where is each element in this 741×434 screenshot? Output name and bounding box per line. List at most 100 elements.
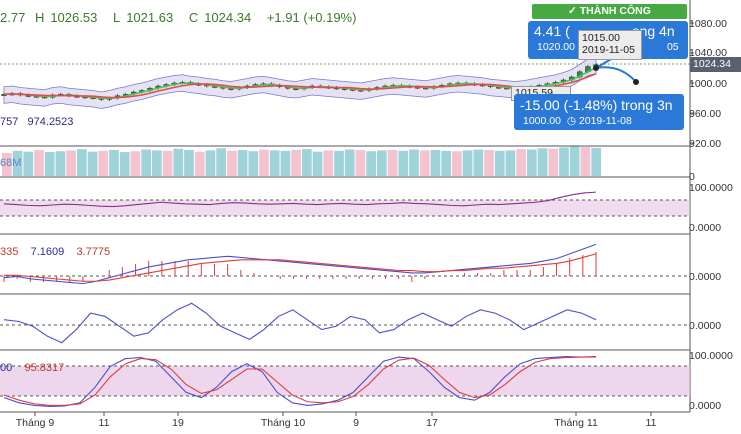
volume-bar	[77, 149, 87, 176]
volume-bar	[173, 148, 184, 176]
close-label: C	[188, 10, 199, 25]
stoch-legend: 00 95.8317	[0, 362, 64, 374]
macd-legend: 335 7.1609 3.7775	[0, 246, 110, 258]
status-badge: ✓ THÀNH CÔNG	[532, 4, 687, 19]
volume-bar	[580, 147, 591, 176]
volume-bar	[227, 150, 237, 176]
projection-origin-dot	[593, 65, 599, 71]
volume-bar	[559, 147, 569, 176]
cci-axis-label: 0.0000	[689, 320, 722, 332]
low-value: 1021.63	[126, 10, 174, 25]
volume-bar	[387, 149, 398, 176]
tooltip-date: 2019-11-05	[582, 44, 635, 56]
ma-line	[3, 72, 597, 99]
price-axis-label: 1080.00	[689, 18, 727, 30]
macd-line	[3, 243, 597, 285]
ohlc-legend: 2.77 H 1026.53 L 1021.63 C 1024.34 +1.91 (+…	[0, 10, 362, 25]
projection-up-price: 1020.00 05	[537, 41, 679, 53]
volume-bar	[87, 151, 98, 176]
volume-bar	[591, 147, 601, 176]
rsi-line	[3, 191, 597, 208]
high-value: 1026.53	[50, 10, 98, 25]
volume-bar	[323, 150, 334, 176]
stoch-legend-v1: 00	[0, 362, 13, 374]
volume-legend: 68M	[0, 157, 22, 169]
macd-legend-v1: 335	[0, 246, 19, 258]
rsi-axis-label: 100.0000	[689, 182, 733, 194]
close-value: 1024.34	[204, 10, 252, 25]
volume-bar	[237, 149, 248, 176]
volume-bar	[334, 150, 344, 176]
volume-bar	[355, 149, 366, 176]
stochastic-panel	[0, 355, 690, 407]
volume-bar	[516, 149, 526, 176]
price-tooltip: 1015.00 2019-11-05	[578, 30, 642, 60]
bb-legend-v1: 757	[0, 116, 19, 128]
stoch-band	[0, 366, 690, 396]
volume-bar	[312, 151, 323, 176]
macd-legend-v2: 7.1609	[30, 246, 65, 258]
volume-bar	[494, 150, 505, 176]
price-axis-label: 960.00	[689, 108, 722, 120]
tooltip-price: 1015.00	[582, 32, 620, 44]
rsi-band	[0, 200, 690, 216]
change-value: +1.91 (+0.19%)	[266, 10, 357, 25]
volume-bar	[259, 149, 269, 176]
volume-bar	[344, 149, 355, 176]
volume-bar	[484, 149, 494, 176]
macd-axis-label: 0.0000	[689, 271, 722, 283]
projection-down-box[interactable]: -15.00 (-1.48%) trong 3n 1000.00 ◷ 2019-…	[514, 94, 684, 130]
volume-axis-label: 0	[689, 171, 695, 183]
cci-panel	[0, 302, 690, 344]
x-tick: Tháng 10	[260, 417, 306, 429]
volume-bar	[34, 149, 44, 176]
volume-bar	[162, 150, 173, 176]
volume-bar	[194, 151, 205, 176]
volume-bar	[98, 150, 109, 176]
volume-bar	[2, 152, 12, 176]
projection-down-text: -15.00 (-1.48%) trong 3n	[520, 97, 673, 113]
volume-bar	[248, 151, 259, 176]
volume-bar	[409, 149, 419, 176]
high-label: H	[34, 10, 45, 25]
cci-line	[3, 302, 597, 344]
volume-bar	[269, 150, 280, 176]
volume-bar	[430, 149, 441, 176]
macd-legend-v3: 3.7775	[76, 246, 111, 258]
stoch-k-line	[3, 355, 597, 407]
rsi-axis-label: 0.0000	[689, 222, 722, 234]
volume-bar	[291, 149, 301, 176]
price-axis-label: 1040.00	[689, 47, 727, 59]
volume-bar	[152, 150, 162, 176]
projection-down-arrow	[595, 66, 637, 83]
x-tick: Tháng 9	[15, 417, 55, 429]
volume-bar	[377, 150, 387, 176]
volume-bar	[548, 148, 559, 176]
volume-bar	[12, 150, 23, 176]
volume-bar	[473, 149, 484, 176]
rsi-panel	[0, 191, 690, 217]
moving-averages	[3, 66, 597, 100]
x-tick: 17	[426, 417, 438, 429]
projection-target-dot	[633, 79, 639, 85]
candle-body	[1, 94, 7, 96]
volume-bar	[109, 149, 119, 176]
volume-bar	[441, 150, 451, 176]
open-value: 2.77	[0, 10, 26, 25]
volume-bar	[302, 149, 312, 176]
volume-bar	[66, 150, 76, 176]
x-tick: 11	[645, 417, 657, 429]
volume-bar	[527, 149, 537, 176]
volume-bar	[23, 151, 34, 176]
x-tick: 9	[353, 417, 359, 429]
volume-bar	[462, 150, 473, 176]
volume-bar	[119, 152, 130, 176]
volume-bar	[205, 150, 216, 176]
volume-bar	[44, 152, 55, 176]
volume-bar	[419, 150, 430, 176]
macd-panel	[0, 243, 690, 285]
volume-bar	[280, 150, 291, 176]
volume-bar	[398, 150, 409, 176]
bb-fill	[3, 56, 597, 109]
